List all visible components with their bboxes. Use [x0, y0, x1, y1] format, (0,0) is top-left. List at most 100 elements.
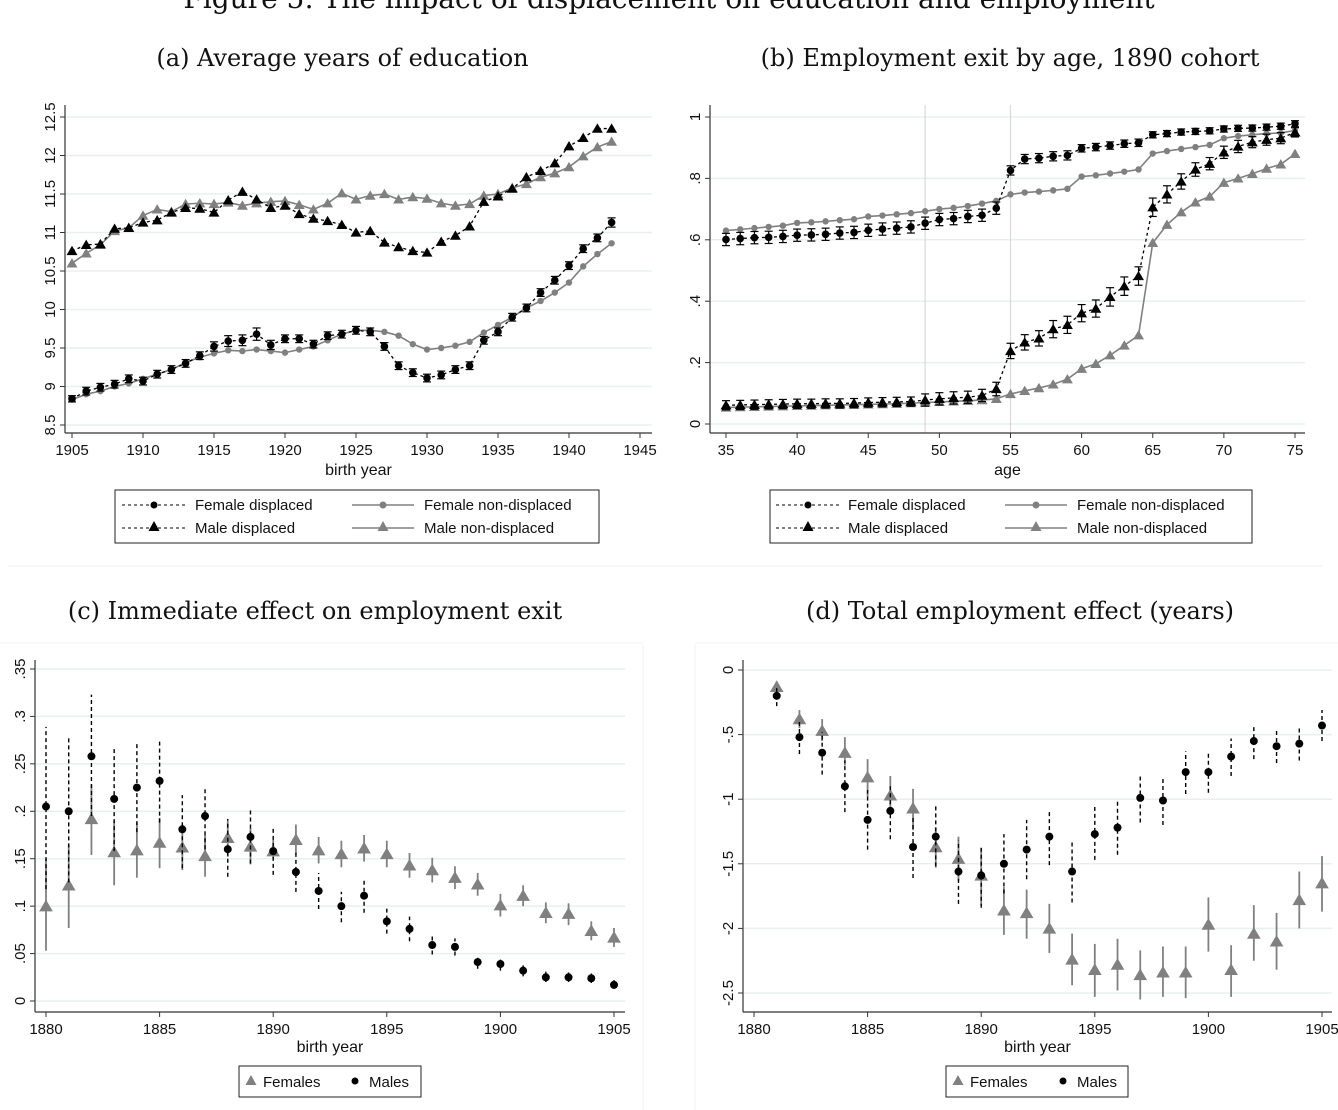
data-point-male-displaced: [962, 392, 974, 402]
data-point-female-displaced: [423, 374, 431, 382]
y-tick-label: 0: [12, 997, 29, 1005]
legend-males-marker: [1059, 1077, 1067, 1085]
data-point-female-non-displaced: [480, 329, 487, 336]
data-point-female-displaced: [1092, 143, 1100, 151]
data-point-male-displaced: [976, 390, 988, 400]
data-point-male-non-displaced: [606, 136, 618, 146]
y-tick-label: 12.5: [42, 102, 59, 131]
data-point-female-non-displaced: [793, 219, 801, 227]
data-point-female-displaced: [864, 226, 873, 235]
data-point-female-displaced: [196, 351, 204, 360]
data-point-male-displaced: [407, 245, 419, 256]
data-point-males: [87, 752, 96, 761]
data-point-male-displaced: [549, 158, 561, 168]
data-point-female-displaced: [1220, 125, 1228, 133]
data-point-female-non-displaced: [808, 219, 815, 226]
data-point-males: [269, 847, 278, 856]
data-point-male-non-displaced: [151, 204, 163, 214]
data-point-males: [1113, 823, 1122, 832]
data-point-female-non-displaced: [494, 321, 502, 329]
data-point-female-displaced: [764, 233, 773, 242]
data-point-male-displaced: [1047, 323, 1059, 334]
data-point-male-displaced: [577, 132, 589, 142]
data-point-female-non-displaced: [225, 347, 232, 354]
legend-male-nondisplaced-marker: [1030, 521, 1042, 531]
data-point-female-non-displaced: [865, 213, 872, 220]
data-point-male-displaced: [279, 200, 291, 210]
legend-males-marker: [351, 1077, 359, 1085]
panel-d-title: (d) Total employment effect (years): [805, 597, 1235, 625]
data-point-female-displaced: [309, 340, 318, 348]
data-point-female-displaced: [1063, 151, 1072, 160]
legend-d: Females Males: [945, 1065, 1129, 1098]
data-point-female-non-displaced: [1234, 132, 1242, 140]
data-point-male-displaced: [520, 171, 532, 182]
y-tick-label: 10: [42, 301, 59, 318]
data-point-female-displaced: [1148, 131, 1157, 139]
data-point-female-displaced: [1106, 141, 1114, 150]
data-point-female-displaced: [1248, 124, 1257, 132]
x-tick-label: 1930: [410, 442, 443, 459]
data-point-males: [110, 794, 119, 803]
data-point-females: [928, 840, 943, 853]
data-point-female-non-displaced: [565, 279, 573, 286]
data-point-males: [999, 859, 1008, 868]
x-axis-title: age: [994, 462, 1021, 479]
data-point-female-displaced: [267, 341, 275, 349]
data-point-male-non-displaced: [208, 198, 220, 209]
x-tick-label: 60: [1073, 442, 1090, 459]
data-point-male-displaced: [1289, 127, 1301, 137]
x-tick-label: 1890: [965, 1021, 998, 1038]
data-point-female-non-displaced: [722, 227, 730, 234]
data-point-female-displaced: [380, 342, 389, 351]
data-point-females: [152, 836, 167, 848]
data-point-male-non-displaced: [293, 199, 305, 209]
data-point-female-non-displaced: [210, 350, 218, 357]
data-point-female-non-displaced: [409, 340, 416, 348]
data-point-males: [610, 980, 618, 989]
x-tick-label: 1885: [851, 1021, 884, 1038]
data-point-male-displaced: [464, 221, 476, 231]
data-point-male-non-displaced: [563, 161, 575, 172]
data-point-female-displaced: [921, 219, 929, 228]
data-point-male-non-displaced: [1218, 177, 1230, 187]
data-point-females: [792, 712, 807, 725]
data-point-male-displaced: [990, 383, 1002, 394]
data-point-females: [39, 899, 53, 912]
data-point-male-non-displaced: [407, 191, 419, 202]
data-point-female-non-displaced: [879, 212, 886, 219]
data-point-male-displaced: [877, 397, 888, 407]
data-point-females: [493, 898, 508, 911]
data-point-female-displaced: [1177, 128, 1185, 136]
data-point-male-displaced: [165, 207, 177, 217]
data-point-males: [1249, 737, 1258, 746]
figure-title: Figure 5: The impact of displacement on …: [0, 0, 1338, 15]
legend-male-nondisplaced-marker: [377, 521, 389, 531]
data-point-males: [360, 891, 369, 900]
data-point-males: [1158, 796, 1167, 805]
data-point-male-non-displaced: [1275, 159, 1287, 169]
data-point-female-non-displaced: [281, 349, 289, 356]
series-line-male-non-displaced: [71, 140, 612, 264]
panel-c-title: (c) Immediate effect on employment exit: [67, 597, 563, 625]
data-point-female-non-displaced: [1035, 188, 1043, 195]
data-point-male-displaced: [891, 396, 903, 407]
data-point-male-non-displaced: [80, 248, 92, 258]
y-tick-label: .4: [687, 295, 704, 308]
data-point-females: [334, 847, 349, 860]
y-tick-label: .05: [12, 943, 29, 964]
data-point-female-displaced: [352, 326, 360, 335]
data-point-female-non-displaced: [950, 204, 957, 212]
data-point-female-non-displaced: [1064, 185, 1071, 193]
data-point-male-displaced: [1090, 303, 1102, 313]
data-point-females: [448, 871, 462, 883]
data-point-male-non-displaced: [1104, 350, 1116, 360]
data-point-female-displaced: [1191, 127, 1200, 136]
data-point-female-non-displaced: [737, 226, 744, 233]
data-point-females: [1133, 968, 1148, 981]
data-point-male-displaced: [563, 141, 575, 151]
data-point-females: [516, 889, 530, 901]
data-point-male-displaced: [251, 194, 263, 204]
data-point-male-displaced: [137, 217, 149, 227]
data-point-male-non-displaced: [1033, 382, 1045, 393]
